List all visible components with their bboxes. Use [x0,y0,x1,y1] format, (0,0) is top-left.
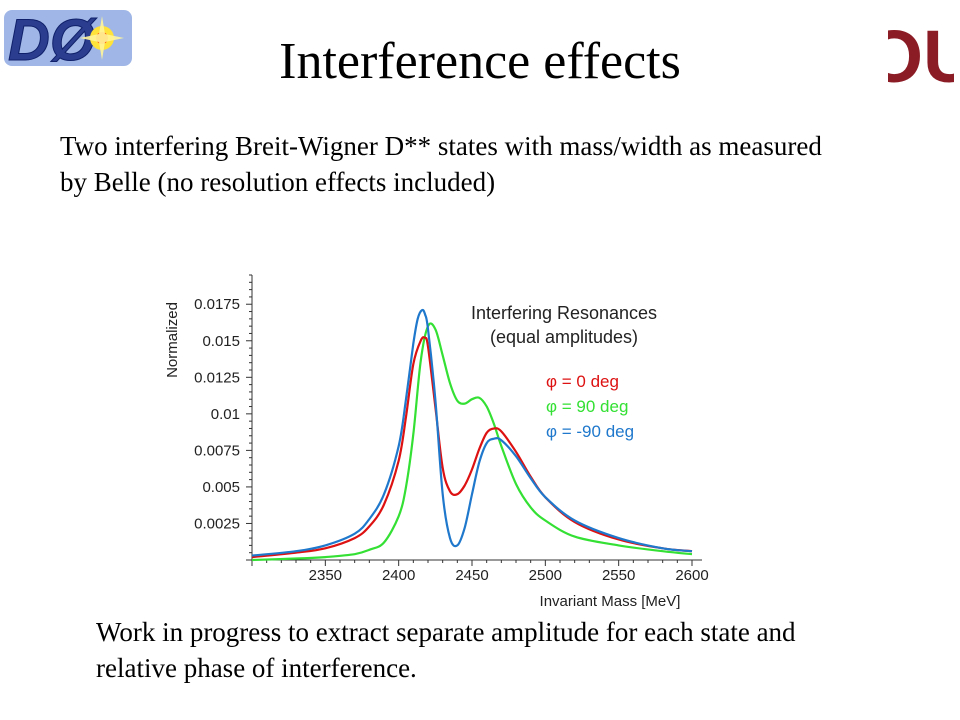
x-tick-label: 2500 [529,567,562,584]
legend-item-phi-minus-90: φ = -90 deg [546,422,634,441]
logo-backdrop [4,10,132,66]
y-tick-label: 0.015 [202,333,240,350]
y-tick-label: 0.0175 [194,296,240,313]
x-tick-label: 2550 [602,567,635,584]
y-tick-label: 0.0075 [194,442,240,459]
legend-item-phi-0: φ = 0 deg [546,372,619,391]
curve-phi-minus-90 [251,308,693,557]
curve-phi-90 [251,322,693,562]
d0-logo: DØ [4,8,132,72]
star-burst-icon [80,16,124,60]
x-tick-label: 2450 [455,567,488,584]
x-axis-label: Invariant Mass [MeV] [540,593,681,610]
y-tick-label: 0.0025 [194,515,240,532]
ou-logo: OU [888,15,954,96]
y-axis-label: Normalized [164,302,181,378]
interference-chart: 0.0025 0.005 0.0075 0.01 0.0125 0.015 0.0175 23… [164,274,709,610]
x-tick-label: 2350 [309,567,342,584]
ou-logo-text: OU [888,15,954,96]
x-tick-label: 2400 [382,567,415,584]
slide-title: Interference effects [279,33,681,90]
intro-text: Two interfering Breit-Wigner D** states … [60,131,822,197]
legend: φ = 0 deg φ = 90 deg φ = -90 deg [546,372,634,441]
curves [251,308,693,562]
axes: 0.0025 0.005 0.0075 0.01 0.0125 0.015 0.0175 23… [194,274,709,584]
chart-subtitle: (equal amplitudes) [490,327,638,347]
outro-text: Work in progress to extract separate amp… [96,617,796,683]
chart-title: Interfering Resonances [471,303,657,323]
x-tick-label: 2600 [675,567,708,584]
legend-item-phi-90: φ = 90 deg [546,397,628,416]
d0-logo-text: DØ [8,8,97,72]
y-tick-label: 0.005 [202,479,240,496]
y-tick-label: 0.0125 [194,369,240,386]
y-tick-label: 0.01 [211,406,240,423]
curve-phi-0 [251,336,693,559]
